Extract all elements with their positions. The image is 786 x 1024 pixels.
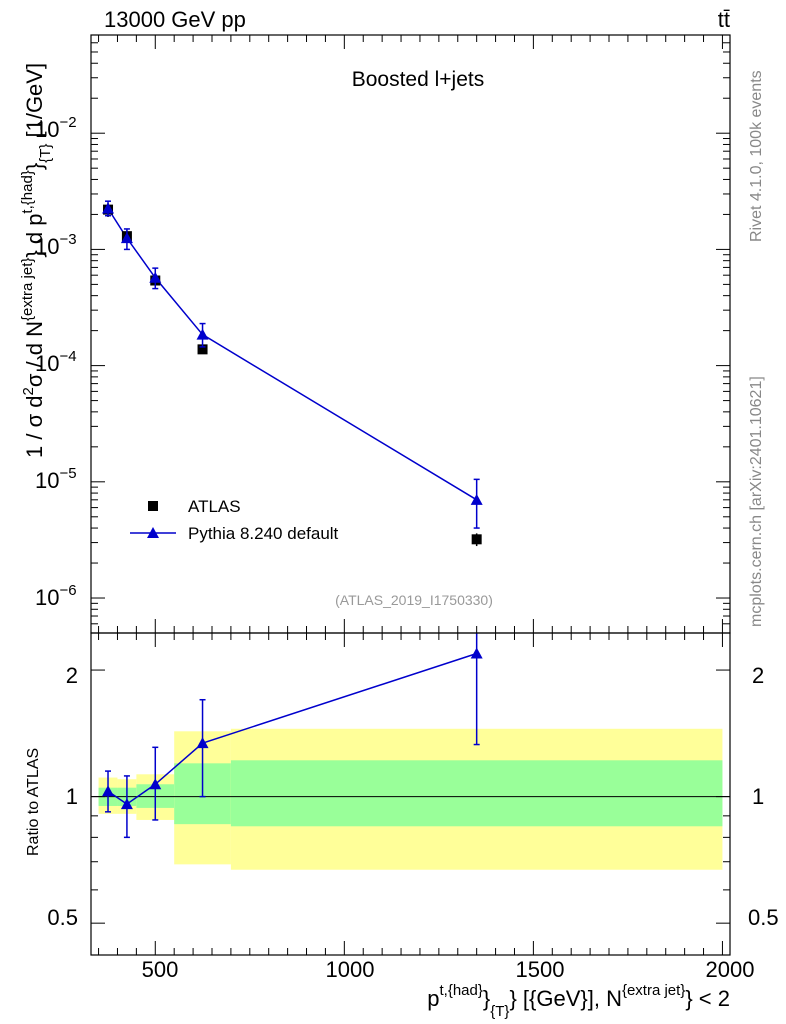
x-tick-label: 500 xyxy=(142,957,179,982)
ratio-point xyxy=(196,737,209,749)
y-tick-label: 10−3 xyxy=(35,231,77,259)
legend-marker-pythia xyxy=(147,527,159,538)
header-left: 13000 GeV pp xyxy=(104,7,246,32)
main-y-tick-labels: 10−6 10−5 10−4 10−3 10−2 xyxy=(35,114,77,610)
main-axis-ticks xyxy=(91,34,730,634)
x-tick-label: 2000 xyxy=(706,957,755,982)
ratio-band-inner xyxy=(230,760,723,827)
main-data-layer xyxy=(102,200,483,547)
ratio-point xyxy=(120,798,133,810)
data-point xyxy=(197,344,208,355)
ratio-point xyxy=(102,785,115,797)
ratio-uncertainty-bands xyxy=(98,728,723,870)
main-frame xyxy=(90,34,731,634)
chart-title: Boosted l+jets xyxy=(352,68,485,91)
mc-point xyxy=(102,202,115,214)
ratio-y-tick-label-right: 0.5 xyxy=(748,905,779,930)
ratio-y-tick-label-left: 2 xyxy=(66,663,78,688)
mc-series-line xyxy=(107,208,478,501)
legend-label-pythia: Pythia 8.240 default xyxy=(188,524,339,543)
ratio-point xyxy=(470,647,483,659)
mc-point xyxy=(470,493,483,505)
ratio-y-tick-label-left: 0.5 xyxy=(47,905,78,930)
y-tick-label: 10−6 xyxy=(35,582,77,610)
ratio-y-tick-label-left: 1 xyxy=(66,784,78,809)
ratio-data-layer xyxy=(102,633,483,839)
main-y-axis-label: 1 / σ d2σ / d N{extra jet}} d pt,{had}}{… xyxy=(19,63,54,458)
ratio-panel: 0.5 1 2 0.5 1 2 500 1000 1500 2000 Ratio… xyxy=(25,632,779,1020)
legend: ATLAS Pythia 8.240 default xyxy=(130,497,339,543)
mc-point xyxy=(196,328,209,340)
x-axis-label: pt,{had}}{T}} [{GeV}], N{extra jet}} < 2 xyxy=(427,982,730,1020)
x-tick-label: 1500 xyxy=(516,957,565,982)
x-tick-labels: 500 1000 1500 2000 xyxy=(142,957,755,982)
y-tick-label: 10−2 xyxy=(35,114,77,142)
mc-point xyxy=(149,271,162,283)
ratio-point xyxy=(149,778,162,790)
legend-marker-atlas xyxy=(148,501,158,511)
ratio-y-axis-label: Ratio to ATLAS xyxy=(25,748,42,856)
ratio-y-tick-label-right: 2 xyxy=(752,663,764,688)
ratio-frame xyxy=(90,632,731,956)
x-tick-label: 1000 xyxy=(326,957,375,982)
legend-label-atlas: ATLAS xyxy=(188,497,241,516)
header-right: tt̄ xyxy=(718,7,730,32)
mc-point xyxy=(120,232,133,244)
mcplots-label: mcplots.cern.ch [arXiv:2401.10621] xyxy=(748,376,765,627)
rivet-label: Rivet 4.1.0, 100k events xyxy=(748,70,765,242)
ratio-y-tick-label-right: 1 xyxy=(752,784,764,809)
ratio-axis-ticks xyxy=(91,633,730,955)
main-panel: 10−6 10−5 10−4 10−3 10−2 Boosted l+jets … xyxy=(19,34,731,634)
ratio-y-tick-labels: 0.5 1 2 0.5 1 2 xyxy=(47,663,778,930)
y-tick-label: 10−4 xyxy=(35,348,77,376)
analysis-watermark: (ATLAS_2019_I1750330) xyxy=(335,592,493,608)
y-tick-label: 10−5 xyxy=(35,465,77,493)
data-point xyxy=(471,534,482,545)
